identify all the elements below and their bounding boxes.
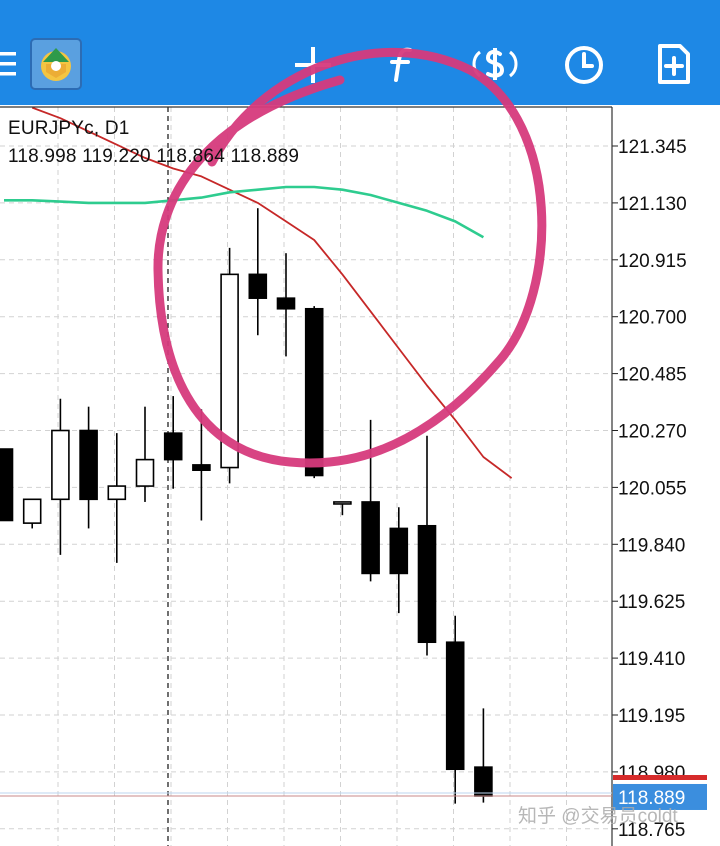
y-axis-tick-label: 118.765 (618, 820, 685, 841)
candle-bearish (417, 524, 437, 644)
watermark: 知乎 @交易员coldt (518, 806, 678, 827)
clock-icon[interactable] (563, 44, 605, 86)
y-axis-tick-label: 119.410 (618, 649, 685, 670)
candle-bearish (304, 307, 324, 477)
candle-bullish (220, 273, 239, 469)
candle-bearish (0, 448, 14, 522)
candle-bullish (333, 501, 352, 505)
candle-bearish (474, 766, 493, 797)
hand-drawn-circle-annotation (153, 47, 547, 468)
chart-area[interactable] (0, 105, 720, 846)
candle-bearish (361, 501, 380, 575)
candle-bullish (51, 429, 70, 501)
y-axis-tick-label: 120.055 (618, 478, 687, 499)
y-axis-tick-label: 120.700 (618, 308, 687, 329)
y-axis-tick-label: 121.130 (618, 194, 687, 215)
candle-bearish (79, 429, 98, 501)
current-price-label: 118.889 (618, 788, 685, 809)
candle-bullish (22, 498, 42, 524)
candle-bearish (192, 464, 211, 471)
y-axis-tick-label: 120.915 (618, 251, 687, 272)
candle-bullish (107, 485, 127, 501)
moving-average-red-line (31, 106, 513, 479)
y-axis-tick-label: 120.485 (618, 365, 687, 386)
candle-bearish (389, 527, 409, 575)
y-axis-tick-label: 121.345 (618, 137, 687, 158)
chart-ohlc-values: 118.998 119.220 118.864 118.889 (8, 146, 300, 167)
candle-bearish (248, 273, 268, 299)
y-axis-tick-label: 118.980 (618, 763, 685, 784)
y-axis-tick-label: 119.840 (618, 535, 685, 556)
chart-symbol-label: EURJPYc, D1 (8, 118, 130, 139)
bid-price-marker (613, 775, 707, 780)
toolbar (0, 0, 720, 105)
metatrader-logo-icon[interactable] (30, 38, 82, 90)
candle-bullish (135, 458, 155, 487)
candle-bearish (276, 297, 296, 310)
moving-average-green-line (4, 185, 485, 239)
y-axis-tick-label: 119.625 (618, 592, 685, 613)
y-axis-tick-label: 120.270 (618, 422, 687, 443)
current-price-label-box (613, 783, 707, 810)
candle-bearish (163, 432, 183, 461)
menu-icon[interactable] (0, 50, 18, 78)
y-axis-tick-label: 119.195 (618, 706, 685, 727)
new-order-icon[interactable] (656, 42, 692, 86)
candle-bearish (445, 641, 465, 771)
